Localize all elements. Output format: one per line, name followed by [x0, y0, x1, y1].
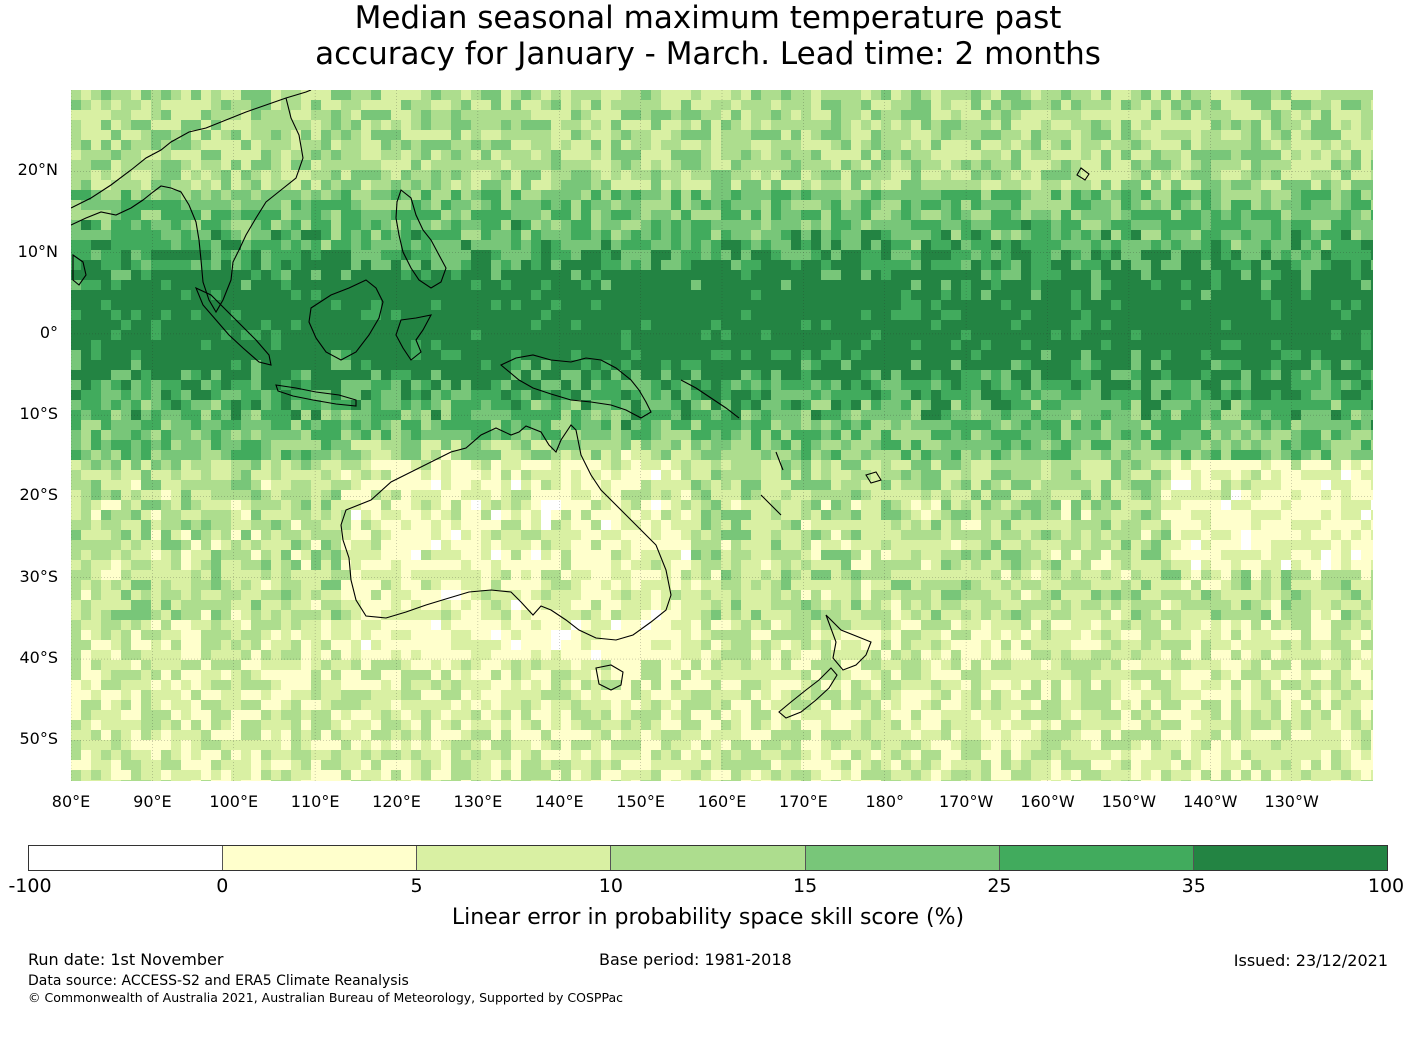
coastline-fiji: [865, 471, 882, 484]
coastline-australia: [340, 424, 672, 641]
coastline-borneo: [308, 279, 384, 361]
coastline-java: [275, 384, 357, 407]
coastline-sumatra: [194, 286, 272, 366]
lat-tick-label: 10°S: [19, 404, 58, 424]
lon-tick-label: 130°W: [1264, 792, 1319, 811]
coastline-new-zealand-north: [825, 614, 872, 671]
lon-tick-label: 110°E: [290, 792, 340, 811]
lon-tick-label: 90°E: [133, 792, 172, 811]
copyright: © Commonwealth of Australia 2021, Austra…: [28, 990, 623, 1005]
colorbar-segment: [999, 846, 1194, 870]
colorbar-segment: [29, 846, 224, 870]
data-source: Data source: ACCESS-S2 and ERA5 Climate …: [28, 973, 409, 989]
coastline-sri-lanka: [72, 253, 87, 286]
issued-date: Issued: 23/12/2021: [1233, 951, 1388, 970]
colorbar-segment: [805, 846, 1000, 870]
colorbar-tick-label: 5: [410, 875, 423, 897]
colorbar-tick-label: 25: [987, 875, 1012, 897]
lon-tick-label: 150°W: [1101, 792, 1157, 811]
skill-score-map: [71, 90, 1373, 781]
lon-tick-label: 80°E: [51, 792, 91, 811]
colorbar-label: Linear error in probability space skill …: [451, 905, 965, 930]
colorbar-tick-label: 35: [1181, 875, 1206, 897]
lon-tick-label: 100°E: [209, 792, 259, 811]
coastline-melanesia: [680, 379, 784, 516]
coastline-new-zealand-south: [778, 667, 838, 719]
title-line-2: accuracy for January - March. Lead time:…: [315, 36, 1101, 72]
coastline-new-guinea: [499, 354, 652, 419]
colorbar-tick-label: 100: [1367, 875, 1405, 897]
coastline-sulawesi: [395, 314, 433, 361]
map-title: Median seasonal maximum temperature past…: [0, 0, 1416, 72]
lon-tick-label: 120°E: [372, 792, 421, 811]
lat-tick-label: 10°N: [17, 241, 58, 261]
lon-tick-label: 180°: [865, 792, 905, 811]
lon-tick-label: 140°W: [1183, 792, 1238, 811]
base-period: Base period: 1981-2018: [599, 950, 792, 969]
graticule: [71, 90, 1373, 781]
lat-tick-label: 20°S: [19, 485, 58, 505]
colorbar-tick-label: 0: [216, 875, 229, 897]
lat-tick-label: 20°N: [17, 160, 58, 180]
run-date: Run date: 1st November: [28, 950, 224, 969]
coastline-se-asia: [71, 90, 312, 314]
colorbar-tick-label: 15: [793, 875, 818, 897]
colorbar-segment: [223, 846, 418, 870]
lat-tick-label: 30°S: [19, 566, 58, 586]
lon-tick-label: 140°E: [534, 792, 584, 811]
lat-tick-label: 40°S: [19, 648, 58, 668]
lon-tick-label: 150°E: [616, 792, 665, 811]
coastline-philippines: [395, 189, 447, 289]
coastline-hawaii: [1076, 167, 1090, 181]
coastlines: [71, 90, 1090, 719]
lon-tick-label: 130°E: [453, 792, 503, 811]
colorbar-segment: [417, 846, 612, 870]
colorbar-tick-label: 10: [598, 875, 623, 897]
lat-tick-label: 0°: [39, 322, 58, 342]
lon-tick-label: 160°E: [697, 792, 747, 811]
title-line-1: Median seasonal maximum temperature past: [354, 0, 1062, 36]
skill-cells: [71, 90, 1373, 781]
lon-tick-label: 170°E: [779, 792, 828, 811]
colorbar: [28, 845, 1388, 871]
coastline-tasmania: [595, 664, 624, 691]
colorbar-segment: [611, 846, 806, 870]
colorbar-segment: [1193, 846, 1387, 870]
lon-tick-label: 170°W: [938, 792, 994, 811]
lon-tick-label: 160°W: [1020, 792, 1075, 811]
lat-tick-label: 50°S: [19, 729, 58, 749]
colorbar-tick-label: -100: [8, 875, 52, 897]
